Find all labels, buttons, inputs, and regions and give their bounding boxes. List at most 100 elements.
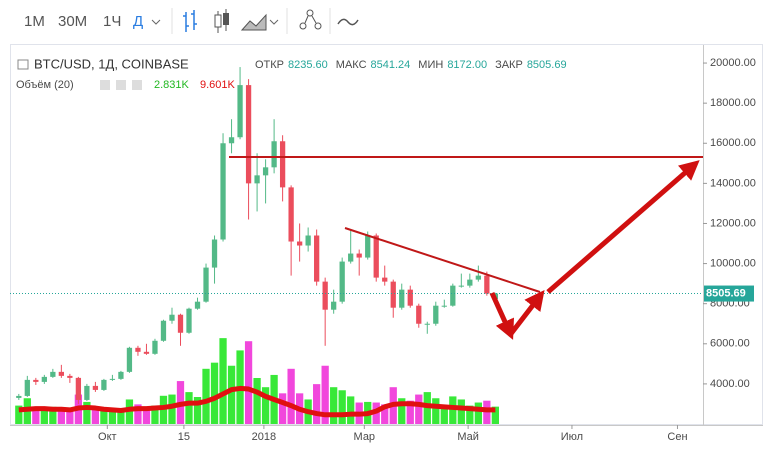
- volume-bar: [253, 378, 261, 424]
- volume-ma-value: 9.601K: [200, 79, 236, 91]
- volume-bar: [261, 387, 270, 424]
- candle-body: [228, 137, 235, 144]
- candle-body: [169, 314, 175, 321]
- legend: BTC/USD, 1Д, COINBASE Объём (20) 2.831K …: [16, 56, 236, 90]
- candle-body: [186, 308, 192, 333]
- last-price-tag: [704, 285, 754, 302]
- candle-body: [109, 378, 116, 380]
- x-tick-label: Сен: [667, 431, 687, 443]
- settings-icon[interactable]: [116, 80, 126, 90]
- candle-body: [152, 340, 158, 354]
- candle-body: [271, 141, 277, 168]
- candle-body: [458, 285, 464, 287]
- volume-bar: [219, 338, 227, 424]
- ohlc-label: МИН: [418, 59, 443, 71]
- volume-title: Объём (20): [16, 79, 74, 91]
- ohlc-value: 8505.69: [527, 59, 567, 71]
- candle-body: [262, 167, 269, 176]
- settings-icon[interactable]: [100, 80, 110, 90]
- drawn-trend-line: [344, 227, 541, 293]
- candle-body: [50, 371, 56, 377]
- candle-body: [382, 277, 388, 282]
- x-tick-label: Май: [457, 431, 479, 443]
- volume-bar: [168, 394, 176, 424]
- candle-body: [143, 351, 150, 354]
- indicators-icon[interactable]: [299, 9, 322, 30]
- ohlc-legend: ОТКР 8235.60 МАКС 8541.24 МИН 8172.00 ЗАКР 8505…: [255, 59, 567, 71]
- x-tick-label: 15: [178, 431, 190, 443]
- drawings: [229, 156, 703, 340]
- compare-icon[interactable]: [337, 18, 359, 26]
- candle-body: [390, 281, 396, 308]
- volume-bar: [330, 387, 338, 424]
- candle-body: [424, 323, 430, 325]
- candle-body: [67, 375, 73, 378]
- candle-body: [322, 281, 328, 310]
- candle-body: [416, 305, 422, 324]
- candle-body: [331, 301, 337, 310]
- volume-bar: [66, 410, 74, 424]
- candle-body: [288, 187, 294, 242]
- candle-body: [339, 261, 345, 302]
- candle-body: [365, 235, 371, 258]
- volume-bar: [321, 365, 329, 424]
- volume-bar: [406, 400, 414, 424]
- candle-body: [484, 275, 490, 294]
- candles-icon[interactable]: [223, 13, 229, 25]
- candle-body: [314, 235, 320, 282]
- interval-button[interactable]: 1М: [24, 13, 45, 30]
- volume-bar: [491, 406, 499, 424]
- ohlc-value: 8541.24: [371, 59, 411, 71]
- volume-bar: [338, 390, 346, 424]
- volume-bar: [440, 406, 448, 424]
- candle-body: [433, 305, 439, 324]
- volume-bar: [108, 411, 117, 424]
- close-icon[interactable]: [132, 80, 142, 90]
- volume-bar: [202, 368, 210, 424]
- interval-button[interactable]: 1Ч: [103, 13, 121, 30]
- volume-bar: [415, 394, 423, 424]
- ohlc-label: МАКС: [336, 59, 367, 71]
- candle-body: [58, 371, 64, 376]
- drawn-arrow: [546, 160, 700, 294]
- area-icon[interactable]: [240, 13, 267, 31]
- candle-body: [450, 285, 456, 306]
- volume-bar: [466, 405, 474, 424]
- interval-button[interactable]: 30М: [58, 13, 87, 30]
- volume-bar: [83, 401, 91, 424]
- drawn-arrow: [508, 290, 545, 337]
- dropdown-icon[interactable]: [151, 19, 161, 25]
- volume-bar: [381, 404, 389, 424]
- volume-bar: [91, 408, 100, 424]
- ohlc-label: ЗАКР: [495, 59, 523, 71]
- bars-icon[interactable]: [183, 10, 197, 32]
- toolbar: 1М 30М 1Ч Д: [0, 0, 765, 42]
- y-tick-label: 20000.00: [710, 57, 756, 69]
- candle-body: [92, 385, 99, 390]
- candle-body: [356, 253, 362, 258]
- y-tick-label: 16000.00: [710, 137, 756, 149]
- candles-icon[interactable]: [214, 14, 222, 28]
- interval-button[interactable]: Д: [133, 13, 143, 30]
- candle-body: [126, 347, 133, 372]
- volume-bar: [49, 406, 57, 424]
- candle-body: [467, 279, 473, 286]
- x-tick-label: Июл: [561, 431, 583, 443]
- volume-bar: [32, 408, 40, 424]
- candle-body: [305, 235, 311, 246]
- candle-body: [160, 320, 167, 341]
- candle-body: [16, 395, 22, 398]
- volume-bar: [142, 408, 151, 424]
- volume-bar: [278, 393, 287, 424]
- volume-bar: [449, 396, 457, 424]
- volume-bar: [15, 405, 23, 424]
- dropdown-icon[interactable]: [269, 19, 279, 25]
- x-tick-label: Мар: [354, 431, 376, 443]
- symbol-icon: [17, 59, 29, 70]
- volume-bar: [100, 410, 108, 424]
- chart-title: BTC/USD, 1Д, COINBASE: [34, 56, 189, 71]
- candle-body: [135, 347, 141, 352]
- candle-body: [279, 141, 286, 188]
- candle-body: [237, 85, 243, 138]
